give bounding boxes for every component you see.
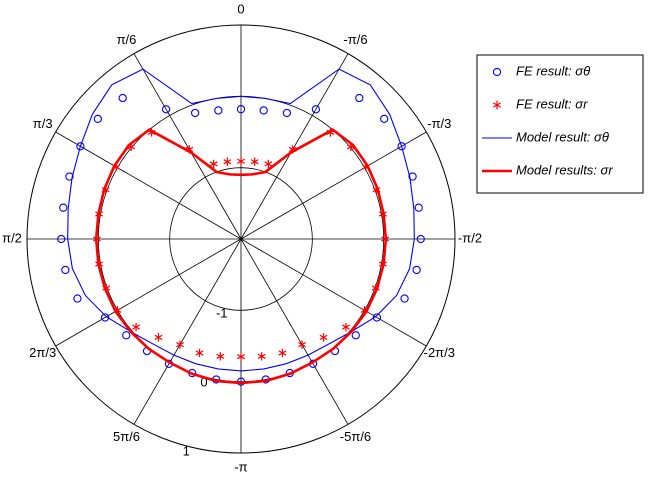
legend-label: FE result: σr	[516, 96, 588, 111]
theta-tick-label: -π/2	[458, 230, 482, 245]
theta-tick-label: 5π/6	[113, 429, 140, 444]
theta-tick-label: -π/3	[427, 116, 451, 131]
legend-label: Model result: σθ	[516, 129, 609, 144]
theta-tick-label: -5π/6	[340, 429, 371, 444]
theta-tick-label: π/6	[117, 32, 137, 47]
theta-tick-label: π/3	[33, 116, 53, 131]
theta-tick-label: 2π/3	[29, 345, 56, 360]
r-tick-label: -1	[216, 305, 228, 320]
r-tick-label: 1	[183, 444, 190, 459]
theta-tick-label: π/2	[2, 230, 22, 245]
legend-label: FE result: σθ	[516, 63, 590, 78]
legend: FE result: σθ FE result: σr Model result: …	[477, 55, 643, 193]
legend-label: Model results: σr	[516, 162, 613, 177]
theta-tick-label: -π/6	[343, 32, 367, 47]
theta-tick-label: -2π/3	[424, 345, 455, 360]
theta-tick-label: -π	[234, 459, 247, 474]
theta-tick-label: 0	[237, 1, 244, 16]
